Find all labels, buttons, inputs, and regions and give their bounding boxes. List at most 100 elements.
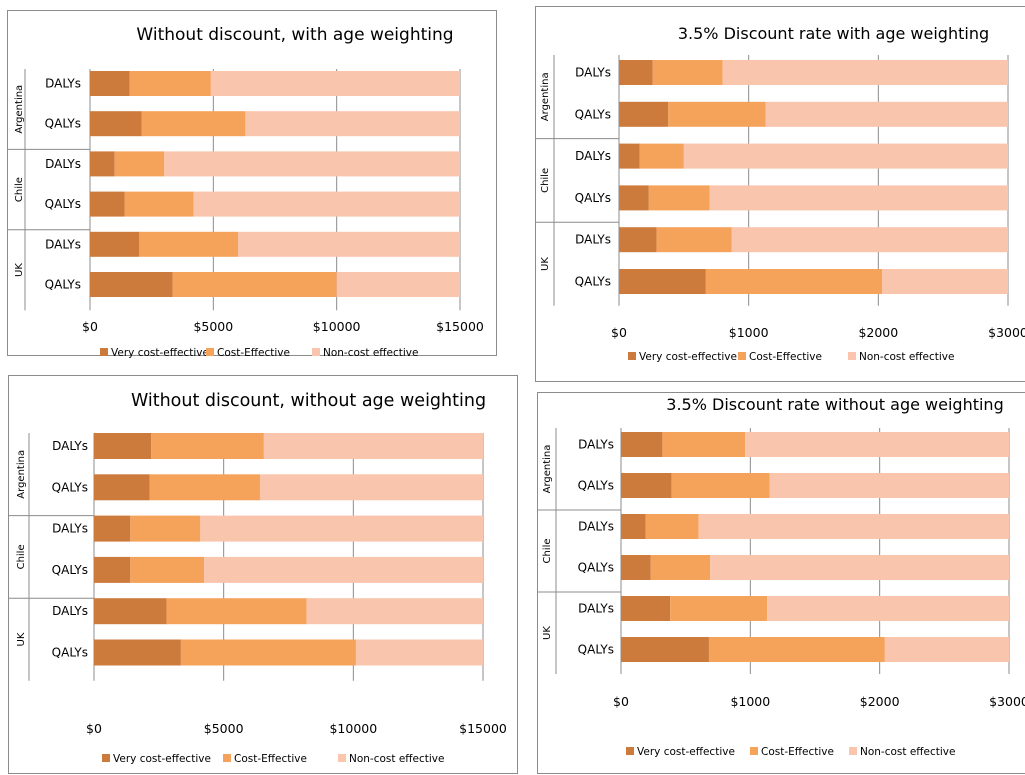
bar-non-cost-effective xyxy=(882,269,1008,294)
bar-non-cost-effective xyxy=(306,598,483,625)
bar-non-cost-effective xyxy=(193,191,460,217)
legend-label: Cost-Effective xyxy=(234,753,307,765)
chart-svg: 3.5% Discount rate without age weighting… xyxy=(538,395,1025,758)
chart-svg: 3.5% Discount rate with age weighting DAL… xyxy=(536,24,1025,363)
bar-non-cost-effective xyxy=(683,143,1008,169)
legend-label: Non-cost effective xyxy=(859,351,954,363)
category-label: DALYs xyxy=(578,520,614,534)
bar-cost-effective xyxy=(662,432,746,457)
bar-very-cost-effective xyxy=(90,231,140,257)
chart-panel-without-discount-without-age-weighting: Without discount, without age weighting D… xyxy=(8,375,518,774)
chart-title: 3.5% Discount rate with age weighting xyxy=(678,24,989,43)
x-tick-label: $5000 xyxy=(193,319,233,334)
group-label: Chile xyxy=(540,168,551,193)
legend-label: Cost-Effective xyxy=(761,746,834,758)
bar-very-cost-effective xyxy=(619,269,706,294)
chart-title: Without discount, without age weighting xyxy=(131,391,486,411)
bar-cost-effective xyxy=(705,269,883,294)
bar-very-cost-effective xyxy=(94,474,150,501)
x-tick-label: $0 xyxy=(611,325,627,340)
group-label: Chile xyxy=(14,177,25,202)
bar-non-cost-effective xyxy=(245,111,460,137)
bar-non-cost-effective xyxy=(765,101,1008,127)
bar-cost-effective xyxy=(124,191,194,217)
legend-swatch-very-cost-effective xyxy=(626,747,634,755)
x-tick-label: $5000 xyxy=(204,721,244,736)
bar-cost-effective xyxy=(149,474,260,501)
bar-non-cost-effective xyxy=(336,272,460,297)
bar-very-cost-effective xyxy=(619,101,669,127)
legend-swatch-very-cost-effective xyxy=(100,348,108,356)
bar-very-cost-effective xyxy=(94,515,131,542)
group-label: Argentina xyxy=(542,445,553,494)
bar-non-cost-effective xyxy=(200,515,483,542)
x-tick-label: $1000 xyxy=(730,694,770,709)
x-tick-label: $15000 xyxy=(436,319,484,334)
group-label: UK xyxy=(542,626,553,640)
legend-label: Cost-Effective xyxy=(749,351,822,363)
x-tick-label: $2000 xyxy=(860,694,900,709)
category-label: QALYs xyxy=(45,197,81,211)
category-label: DALYs xyxy=(52,522,88,536)
bar-very-cost-effective xyxy=(94,639,181,666)
bar-very-cost-effective xyxy=(94,598,167,625)
bar-non-cost-effective xyxy=(263,433,483,459)
legend-swatch-non-cost-effective xyxy=(338,754,346,762)
x-tick-label: $0 xyxy=(82,319,98,334)
x-tick-label: $15000 xyxy=(459,721,507,736)
legend-label: Very cost-effective xyxy=(639,351,737,363)
legend-swatch-very-cost-effective xyxy=(628,352,636,360)
bar-cost-effective xyxy=(180,639,356,666)
legend-swatch-cost-effective xyxy=(750,747,758,755)
group-label: Chile xyxy=(542,538,553,563)
legend-label: Cost-Effective xyxy=(217,347,290,359)
bar-non-cost-effective xyxy=(259,474,483,501)
legend-swatch-cost-effective xyxy=(738,352,746,360)
bar-very-cost-effective xyxy=(619,60,653,85)
bar-non-cost-effective xyxy=(731,227,1008,253)
group-label: Argentina xyxy=(14,85,25,134)
legend-swatch-cost-effective xyxy=(223,754,231,762)
category-label: DALYs xyxy=(52,439,88,453)
bar-very-cost-effective xyxy=(621,432,663,457)
bar-cost-effective xyxy=(151,433,264,459)
legend-label: Non-cost effective xyxy=(860,746,955,758)
bar-cost-effective xyxy=(708,637,885,662)
bar-non-cost-effective xyxy=(884,637,1009,662)
category-label: DALYs xyxy=(45,237,81,251)
bar-very-cost-effective xyxy=(619,143,640,169)
bar-cost-effective xyxy=(670,596,768,621)
category-label: DALYs xyxy=(575,233,611,247)
bar-cost-effective xyxy=(648,185,710,211)
legend-label: Very cost-effective xyxy=(637,746,735,758)
group-label: Argentina xyxy=(16,450,27,499)
bar-non-cost-effective xyxy=(210,71,460,96)
legend-label: Very cost-effective xyxy=(111,347,209,359)
bar-cost-effective xyxy=(130,556,205,583)
chart-svg: Without discount, without age weighting D… xyxy=(9,391,507,765)
bar-non-cost-effective xyxy=(238,231,460,257)
legend-label: Very cost-effective xyxy=(113,753,211,765)
group-label: UK xyxy=(14,263,25,277)
bar-non-cost-effective xyxy=(709,185,1008,211)
bar-cost-effective xyxy=(141,111,246,137)
group-label: Chile xyxy=(16,544,27,569)
group-label: Argentina xyxy=(540,72,551,121)
bar-very-cost-effective xyxy=(94,556,131,583)
chart-panel-discount-without-age-weighting: 3.5% Discount rate without age weighting… xyxy=(537,392,1025,774)
bar-very-cost-effective xyxy=(621,555,651,580)
bar-non-cost-effective xyxy=(698,514,1009,539)
category-label: QALYs xyxy=(578,561,614,575)
bar-very-cost-effective xyxy=(621,514,646,539)
legend-label: Non-cost effective xyxy=(349,753,444,765)
legend-swatch-very-cost-effective xyxy=(102,754,110,762)
bar-non-cost-effective xyxy=(767,596,1009,621)
bar-very-cost-effective xyxy=(90,111,142,137)
chart-panel-discount-with-age-weighting: 3.5% Discount rate with age weighting DAL… xyxy=(535,6,1025,382)
bar-very-cost-effective xyxy=(90,71,130,96)
chart-panel-without-discount-with-age-weighting: Without discount, with age weighting DALY… xyxy=(7,10,497,359)
bar-non-cost-effective xyxy=(204,556,483,583)
category-label: QALYs xyxy=(45,278,81,292)
x-tick-label: $0 xyxy=(613,694,629,709)
category-label: QALYs xyxy=(578,643,614,657)
